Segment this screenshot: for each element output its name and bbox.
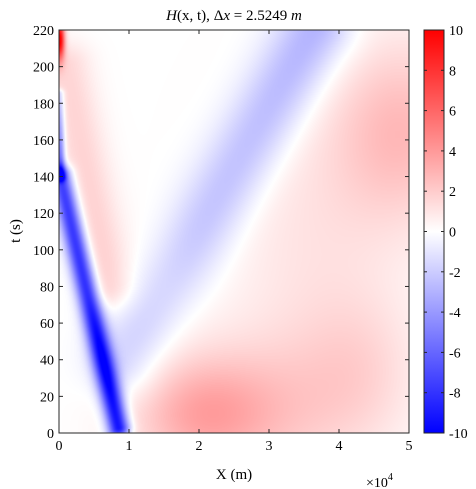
y-tick-label: 20 [40,390,54,405]
chart-title: H(x, t), Δx = 2.5249 m [165,8,302,24]
x-exponent: ×104 [366,472,393,489]
y-tick-label: 160 [33,134,54,149]
heatmap-field [59,30,409,433]
y-tick-label: 120 [33,207,54,222]
x-axis-label: X (m) [216,467,252,483]
colorbar-tick-label: 6 [449,105,456,120]
x-tick-label: 1 [126,439,133,454]
colorbar-tick-label: -4 [449,306,461,321]
title-args: (x, t), [177,8,214,24]
y-tick-label: 0 [47,427,54,442]
title-delta: Δ [214,8,224,24]
x-tick-label: 2 [196,439,203,454]
y-tick-label: 200 [33,61,54,76]
title-eq: = 2.5249 [230,8,291,24]
title-func: H [165,8,178,24]
title-unit: m [291,8,302,24]
colorbar-tick-label: 4 [449,145,456,160]
x-tick-label: 3 [266,439,273,454]
y-tick-label: 220 [33,24,54,39]
y-tick-label: 40 [40,354,54,369]
y-tick-label: 100 [33,244,54,259]
colorbar-ticks: 10 8 6 4 2 0 -2 -4 -6 -8 -10 [424,24,468,442]
colorbar-tick-label: -6 [449,346,461,361]
y-tick-label: 180 [33,97,54,112]
y-axis-label: t (s) [8,219,24,243]
colorbar-tick-label: -2 [449,266,461,281]
colorbar-tick-label: 2 [449,185,456,200]
x-tick-label: 4 [336,439,343,454]
colorbar-tick-label: -10 [449,427,468,442]
colorbar-tick-label: 10 [449,24,463,39]
y-tick-label: 60 [40,317,54,332]
title-var: x [222,8,230,24]
x-axis: 0 1 2 3 4 5 [56,30,413,454]
colorbar-tick-label: 0 [449,226,456,241]
plot-frame [58,29,410,434]
colorbar-tick-label: 8 [449,64,456,79]
y-tick-label: 80 [40,280,54,295]
y-axis: 0 20 40 60 80 100 120 140 160 180 200 220 [33,24,409,442]
x-tick-label: 5 [406,439,413,454]
colorbar-tick-label: -8 [449,387,461,402]
y-tick-label: 140 [33,171,54,186]
x-tick-label: 0 [56,439,63,454]
